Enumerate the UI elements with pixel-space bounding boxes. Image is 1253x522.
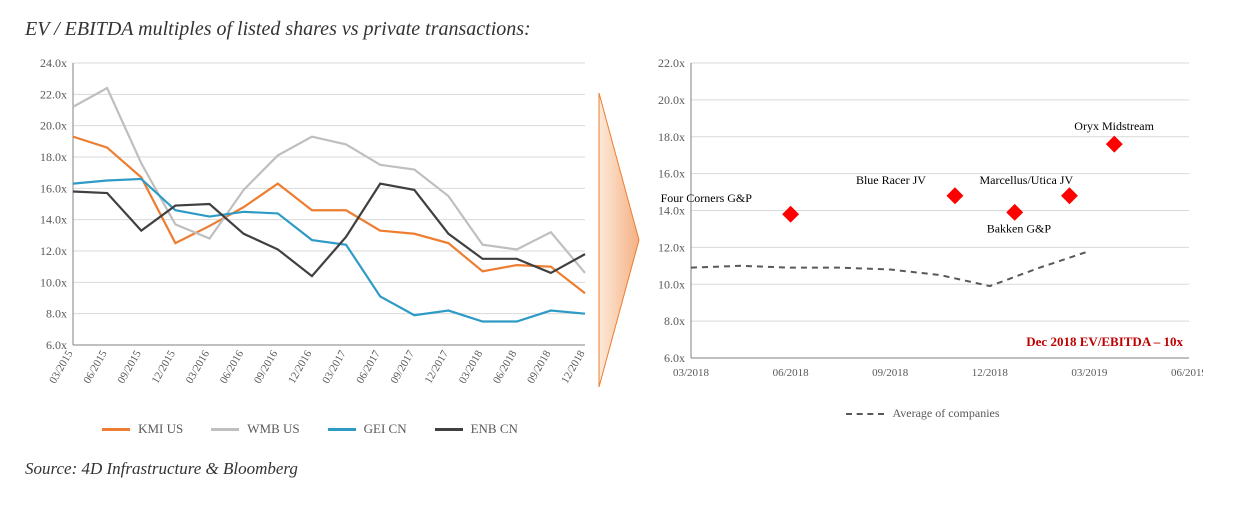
legend-item: KMI US (102, 421, 183, 437)
svg-text:20.0x: 20.0x (40, 119, 67, 133)
svg-text:06/2019: 06/2019 (1171, 367, 1203, 379)
svg-text:12.0x: 12.0x (658, 240, 685, 254)
left-legend: KMI US WMB US GEI CN ENB CN (25, 421, 595, 437)
dash-swatch-icon (846, 413, 884, 415)
svg-text:10.0x: 10.0x (658, 277, 685, 291)
svg-text:03/2018: 03/2018 (673, 367, 710, 379)
svg-text:12/2018: 12/2018 (559, 348, 588, 386)
svg-text:06/2018: 06/2018 (491, 348, 520, 386)
svg-text:6.0x: 6.0x (664, 351, 685, 365)
svg-text:Bakken G&P: Bakken G&P (987, 221, 1052, 235)
svg-text:14.0x: 14.0x (40, 213, 67, 227)
page-title: EV / EBITDA multiples of listed shares v… (25, 18, 1228, 41)
svg-text:12/2015: 12/2015 (150, 348, 179, 386)
svg-text:Dec 2018 EV/EBITDA – 10x: Dec 2018 EV/EBITDA – 10x (1026, 334, 1183, 349)
svg-text:Marcellus/Utica JV: Marcellus/Utica JV (979, 173, 1073, 187)
svg-text:10.0x: 10.0x (40, 275, 67, 289)
svg-text:24.0x: 24.0x (40, 56, 67, 70)
svg-text:Blue Racer JV: Blue Racer JV (856, 173, 926, 187)
svg-text:16.0x: 16.0x (40, 181, 67, 195)
right-legend-label: Average of companies (892, 406, 999, 421)
svg-text:Oryx Midstream: Oryx Midstream (1074, 119, 1154, 133)
arrow-icon (595, 55, 643, 395)
legend-item: WMB US (211, 421, 299, 437)
svg-text:12.0x: 12.0x (40, 244, 67, 258)
svg-text:16.0x: 16.0x (658, 167, 685, 181)
svg-text:03/2016: 03/2016 (184, 348, 213, 386)
svg-text:03/2015: 03/2015 (47, 348, 76, 386)
svg-text:03/2019: 03/2019 (1071, 367, 1108, 379)
legend-item: GEI CN (328, 421, 407, 437)
svg-text:03/2018: 03/2018 (457, 348, 486, 386)
charts-row: 6.0x 8.0x 10.0x 12.0x 14.0x 16.0x 18.0x 20.0x 22… (25, 55, 1228, 437)
source-label: Source: 4D Infrastructure & Bloomberg (25, 459, 1228, 479)
svg-text:09/2018: 09/2018 (872, 367, 909, 379)
right-legend: Average of companies (643, 406, 1203, 421)
svg-text:09/2015: 09/2015 (115, 348, 144, 386)
svg-text:Four Corners G&P: Four Corners G&P (661, 191, 753, 205)
svg-text:8.0x: 8.0x (664, 314, 685, 328)
svg-text:18.0x: 18.0x (40, 150, 67, 164)
right-chart: 6.0x 8.0x 10.0x 12.0x 14.0x 16.0x 18.0x 20.0x 22… (643, 55, 1203, 421)
svg-text:22.0x: 22.0x (40, 87, 67, 101)
svg-text:12/2018: 12/2018 (972, 367, 1009, 379)
svg-text:22.0x: 22.0x (658, 56, 685, 70)
svg-text:06/2018: 06/2018 (773, 367, 810, 379)
svg-text:12/2016: 12/2016 (286, 348, 315, 386)
svg-text:18.0x: 18.0x (658, 130, 685, 144)
svg-text:12/2017: 12/2017 (423, 348, 452, 386)
svg-text:06/2015: 06/2015 (81, 348, 110, 386)
svg-text:8.0x: 8.0x (46, 307, 67, 321)
svg-text:09/2017: 09/2017 (389, 348, 418, 386)
svg-text:20.0x: 20.0x (658, 93, 685, 107)
svg-text:06/2017: 06/2017 (354, 348, 383, 386)
svg-text:03/2017: 03/2017 (320, 348, 349, 386)
legend-item: ENB CN (435, 421, 518, 437)
svg-text:14.0x: 14.0x (658, 204, 685, 218)
left-chart: 6.0x8.0x10.0x12.0x14.0x16.0x18.0x20.0x22… (25, 55, 595, 437)
svg-text:09/2018: 09/2018 (525, 348, 554, 386)
svg-text:09/2016: 09/2016 (252, 348, 281, 386)
svg-text:06/2016: 06/2016 (218, 348, 247, 386)
